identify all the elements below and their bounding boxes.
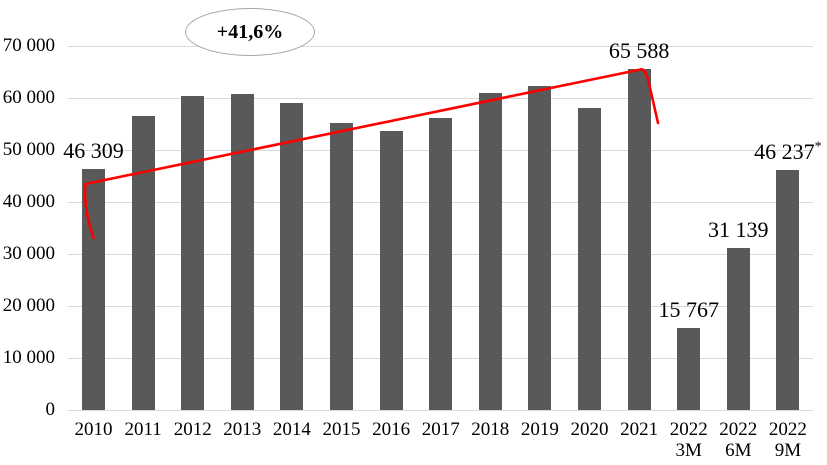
x-axis-label-2022-6M: 2022 6M [719,419,757,461]
gridline-60000 [68,98,813,99]
bar-2018 [478,93,502,410]
bar-2022-9M [776,169,800,410]
x-axis-label-2022-9M: 2022 9M [769,419,807,461]
x-axis-label-line: 2021 [620,419,659,440]
bar-2016 [379,131,403,410]
bar-2022-6M [726,248,750,410]
bar-2019 [528,85,552,410]
x-axis-label-line: 2022 [719,419,758,440]
bar-2010 [82,169,105,410]
x-axis-label-2021: 2021 [620,419,658,440]
growth-annotation-ellipse: +41,6% [185,8,315,56]
x-axis-label-line: 2022 [669,419,708,440]
gridline-70000 [68,46,813,47]
y-axis-tick-label: 30 000 [2,243,55,264]
x-axis-label-2018: 2018 [471,419,509,440]
value-label-2022-6M: 31 139 [708,217,769,243]
x-axis-label-line: 2017 [421,419,460,440]
x-axis-label-line: 2016 [372,419,411,440]
value-label-2010: 46 309 [63,138,124,164]
y-axis-tick-label: 40 000 [2,191,55,212]
bar-2020 [578,107,601,410]
bar-2011 [131,115,155,410]
x-axis-label-line: 2018 [471,419,510,440]
x-axis-label-line: 6M [725,440,752,461]
x-axis-label-2015: 2015 [323,419,361,440]
y-axis-tick-label: 50 000 [2,139,55,160]
bar-2013 [230,94,254,410]
x-axis-label-line: 2015 [322,419,361,440]
bar-2014 [280,103,304,410]
x-axis-label-line: 2013 [223,419,262,440]
bar-2021 [627,68,651,410]
x-axis-label-2016: 2016 [372,419,410,440]
x-axis-label-2019: 2019 [521,419,559,440]
x-axis-label-line: 2012 [173,419,212,440]
x-axis-label-line: 2020 [570,419,609,440]
x-axis-label-2013: 2013 [223,419,261,440]
x-axis-label-line: 2019 [520,419,559,440]
growth-annotation-label: +41,6% [216,20,284,43]
value-label-2022-3M: 15 767 [658,297,719,322]
x-axis-label-line: 9M [774,440,802,461]
y-axis-tick-label: 20 000 [2,295,55,316]
value-label-2022-9M: 46 237* [754,138,822,164]
bar-2022-3M [677,328,701,410]
x-axis-label-2012: 2012 [174,419,212,440]
x-axis-label-2020: 2020 [571,419,609,440]
trend-line-path [83,68,660,240]
y-axis-tick-label: 0 [45,399,56,420]
x-axis-label-2011: 2011 [124,419,161,440]
x-axis-label-2010: 2010 [75,419,113,440]
x-axis-label-line: 3M [675,440,702,461]
gridline-0 [68,410,813,411]
bar-2015 [330,123,353,410]
bar-2017 [429,118,453,410]
value-label-2021: 65 588 [608,37,670,63]
value-label-asterisk: * [814,139,822,155]
y-axis-tick-label: 70 000 [2,35,55,56]
y-axis-tick-label: 10 000 [2,347,55,368]
x-axis-label-2022-3M: 2022 3M [670,419,708,461]
x-axis-label-2017: 2017 [422,419,460,440]
bar-2012 [181,96,205,410]
x-axis-label-line: 2014 [272,419,311,440]
x-axis-label-line: 2010 [74,419,113,440]
y-axis-tick-label: 60 000 [2,87,55,108]
x-axis-label-line: 2011 [124,419,162,440]
x-axis-label-line: 2022 [768,419,807,440]
x-axis-label-2014: 2014 [273,419,311,440]
